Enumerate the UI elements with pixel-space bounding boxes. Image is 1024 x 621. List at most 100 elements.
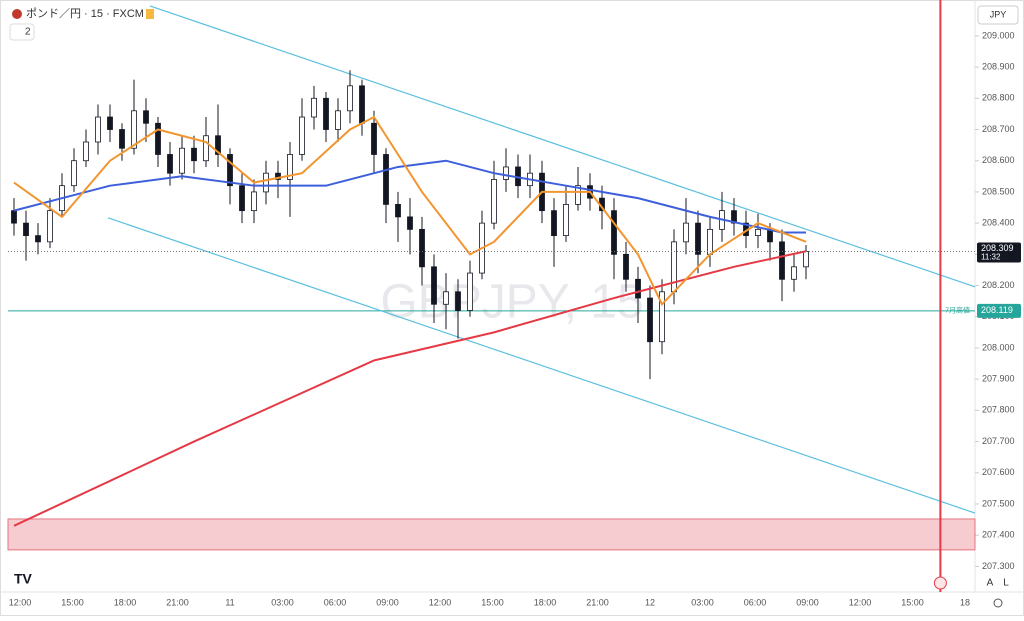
currency-label: JPY <box>990 9 1007 19</box>
candle-body <box>779 241 785 280</box>
candle-body <box>467 272 473 311</box>
y-tick-label: 208.700 <box>982 124 1015 134</box>
candle-body <box>647 297 653 343</box>
candle-body <box>191 147 197 162</box>
moving-average <box>13 115 807 307</box>
x-tick-label: 18:00 <box>114 597 137 607</box>
x-tick-label: 21:00 <box>166 597 189 607</box>
candle-body <box>707 228 713 255</box>
candle-body <box>203 135 209 162</box>
candle-body <box>35 235 41 243</box>
candle-body <box>491 179 497 224</box>
candle-body <box>383 154 389 205</box>
candle-body <box>419 228 425 268</box>
candle-body <box>299 116 305 155</box>
candle-body <box>95 116 101 143</box>
zone <box>7 518 976 551</box>
currency-button[interactable] <box>977 5 1019 25</box>
y-tick-label: 207.800 <box>982 405 1015 415</box>
y-tick-label: 208.200 <box>982 280 1015 290</box>
badge <box>146 9 154 19</box>
candle-body <box>347 85 353 112</box>
countdown: 11:32 <box>981 253 1001 262</box>
scale-button[interactable]: L <box>1003 578 1009 589</box>
x-tick-label: 15:00 <box>61 597 84 607</box>
candle-body <box>287 154 293 180</box>
y-tick-label: 208.800 <box>982 93 1015 103</box>
x-tick-label: 15:00 <box>481 597 504 607</box>
candle-body <box>11 210 17 224</box>
candle-body <box>431 266 437 305</box>
candle-body <box>443 291 449 305</box>
candle-body <box>83 141 89 162</box>
candle-body <box>659 291 665 343</box>
x-tick-label: 15:00 <box>901 597 924 607</box>
x-tick-label: 09:00 <box>376 597 399 607</box>
candle-body <box>23 222 29 237</box>
y-tick-label: 209.000 <box>982 30 1015 40</box>
candle-body <box>239 185 245 212</box>
y-tick-label: 208.500 <box>982 186 1015 196</box>
candle-body <box>179 147 185 174</box>
y-tick-label: 207.600 <box>982 467 1015 477</box>
candle-body <box>683 222 689 243</box>
scale-button[interactable]: A <box>987 578 994 589</box>
trendline <box>149 5 976 288</box>
candle-body <box>167 154 173 174</box>
last-price-label: 208.309 <box>981 243 1014 253</box>
y-tick-label: 208.600 <box>982 155 1015 165</box>
candle-body <box>407 216 413 230</box>
candle-body <box>731 210 737 224</box>
candle-body <box>119 129 125 149</box>
settings-icon[interactable] <box>993 598 1003 608</box>
candle-body <box>671 241 677 293</box>
candle-body <box>359 85 365 124</box>
candle-body <box>371 122 377 155</box>
candle-body <box>575 185 581 205</box>
candle-body <box>155 122 161 155</box>
y-tick-label: 208.400 <box>982 218 1015 228</box>
logo: TV <box>14 571 33 587</box>
x-tick-label: 06:00 <box>744 597 767 607</box>
x-tick-label: 18:00 <box>534 597 557 607</box>
candle-body <box>251 191 257 212</box>
moving-average <box>13 159 806 234</box>
candle-body <box>275 172 281 180</box>
indicator-toggle[interactable] <box>9 23 35 41</box>
y-tick-label: 207.900 <box>982 374 1015 384</box>
x-tick-label: 09:00 <box>796 597 819 607</box>
event-icon <box>933 576 947 590</box>
x-tick-label: 03:00 <box>691 597 714 607</box>
x-tick-label: 12:00 <box>9 597 32 607</box>
indicator-count: 2 <box>25 27 31 38</box>
candle-body <box>755 228 761 237</box>
flag-icon <box>12 9 22 19</box>
candle-body <box>47 210 53 243</box>
x-tick-label: 12:00 <box>429 597 452 607</box>
hline-label-box <box>977 303 1021 318</box>
x-tick-label: 12:00 <box>849 597 872 607</box>
x-tick-label: 11 <box>225 597 234 607</box>
candle-body <box>215 135 221 155</box>
y-tick-label: 208.900 <box>982 61 1015 71</box>
last-price-box <box>977 242 1021 263</box>
symbol-title[interactable]: ポンド／円 · 15 · FXCM <box>26 7 144 20</box>
y-tick-label: 207.300 <box>982 561 1015 571</box>
watermark: GBPJPY, 15 <box>380 276 643 329</box>
trendline <box>107 217 976 514</box>
candle-body <box>635 278 641 299</box>
candle-body <box>395 204 401 218</box>
candle-body <box>143 110 149 124</box>
x-tick-label: 12 <box>645 597 655 607</box>
candle-body <box>551 210 557 237</box>
hline-note: 7月高値 <box>945 306 970 315</box>
candle-body <box>503 166 509 180</box>
candle-body <box>335 110 341 130</box>
y-tick-label: 207.400 <box>982 530 1015 540</box>
candle-body <box>803 251 809 268</box>
candle-body <box>611 210 617 255</box>
x-tick-label: 06:00 <box>324 597 347 607</box>
x-tick-label: 03:00 <box>271 597 294 607</box>
